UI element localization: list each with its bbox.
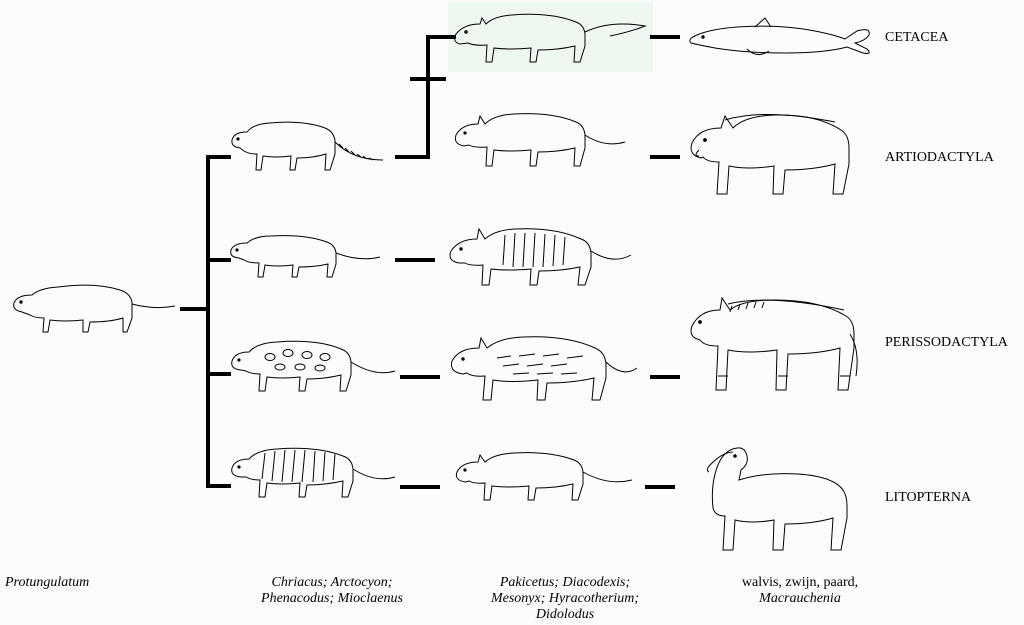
order-label-artiodactyla: ARTIODACTYLA [885,150,994,166]
protungulatum-icon [10,270,180,345]
mioclaenus-icon [225,435,400,507]
edge [426,35,430,159]
edge [650,375,680,379]
edge [395,258,435,262]
caption-col4: walvis, zwijn, paard, Macrauchenia [700,575,900,607]
didolodus-icon [450,440,635,512]
edge [410,77,446,81]
order-label-litopterna: LITOPTERNA [885,490,971,506]
edge [400,375,440,379]
caption-col3: Pakicetus; Diacodexis; Mesonyx; Hyracoth… [460,575,670,623]
caption-col1: Protungulatum [5,575,165,591]
phenacodus-icon [225,325,400,403]
order-label-perissodactyla: PERISSODACTYLA [885,335,1008,351]
edge [645,485,675,489]
mesonyx-icon [445,215,635,297]
caption-col2: Chriacus; Arctocyon; Phenacodus; Mioclae… [232,575,432,607]
edge [650,155,680,159]
phylogeny-diagram: CETACEA ARTIODACTYLA PERISSODACTYLA LITO… [0,0,1024,625]
edge [400,485,440,489]
macrauchenia-icon [685,430,865,565]
diacodexis-icon [450,100,630,180]
paard-icon [680,290,875,410]
pakicetus-icon [450,2,650,72]
edge [650,35,680,39]
edge [206,155,210,488]
arctocyon-icon [225,220,385,285]
chriacus-icon [225,110,390,185]
edge [395,155,430,159]
walvis-icon [685,15,875,65]
hyracotherium-icon [445,320,640,418]
order-label-cetacea: CETACEA [885,30,948,46]
zwijn-icon [685,100,865,215]
